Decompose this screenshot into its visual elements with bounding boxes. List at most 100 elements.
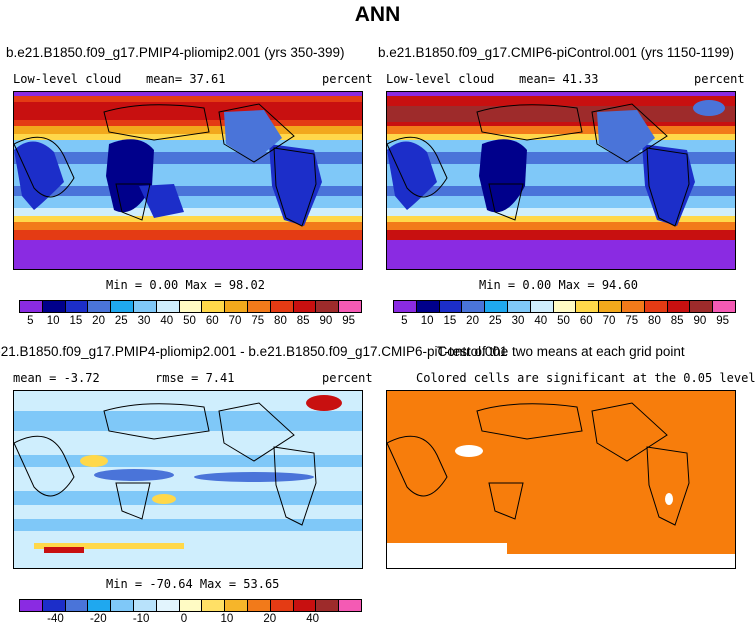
colorbar-swatch: [293, 600, 317, 611]
colorbar-diff-tick-label: -20: [89, 613, 107, 625]
colorbar-tick-label: 15: [443, 315, 457, 327]
colorbar-swatch: [439, 301, 463, 312]
colorbar-tick-label: 10: [46, 315, 60, 327]
colorbar-tick-label: 15: [69, 315, 83, 327]
colorbar-swatch: [621, 301, 645, 312]
colorbar-swatch: [462, 301, 486, 312]
panel-title-bottom-left: b.e21.B1850.f09_g17.PMIP4-pliomip2.001 -…: [0, 344, 508, 359]
colorbar-swatch: [20, 600, 43, 611]
colorbar-swatch: [111, 301, 134, 312]
colorbar-swatch: [133, 301, 157, 312]
colorbar-swatch: [65, 600, 89, 611]
colorbar-swatch: [316, 301, 340, 312]
colorbar-tick-label: 30: [511, 315, 525, 327]
colorbar-swatch: [88, 600, 112, 611]
units-label-top-left: percent: [322, 72, 373, 86]
colorbar-tick-label: 50: [183, 315, 196, 327]
colorbar-swatch: [156, 301, 180, 312]
colorbar-swatch: [225, 301, 248, 312]
colorbar-diff-tick-label: 40: [306, 613, 319, 625]
colorbar-swatch: [247, 301, 271, 312]
colorbar-tick-label: 90: [319, 315, 333, 327]
mean-label-bottom-left: mean = -3.72: [13, 371, 100, 385]
colorbar-swatch: [111, 600, 134, 611]
panel-title-top-right: b.e21.B1850.f09_g17.CMIP6-piControl.001 …: [378, 45, 734, 60]
colorbar-swatch: [713, 301, 735, 312]
colorbar-swatch: [156, 600, 180, 611]
colorbar-swatch: [20, 301, 43, 312]
colorbar-tick-label: 40: [534, 315, 548, 327]
units-label-top-right: percent: [694, 72, 745, 86]
colorbar-swatch: [225, 600, 248, 611]
main-title: ANN: [354, 3, 401, 26]
colorbar-swatch: [485, 301, 508, 312]
colorbar-labels-bottom-left: -40 -20 -10 0 10 20 40: [34, 613, 334, 625]
ttest-subtitle: Colored cells are significant at the 0.0…: [416, 371, 755, 385]
colorbar-tick-label: 60: [205, 315, 219, 327]
colorbar-swatch: [270, 600, 294, 611]
variable-label-top-left: Low-level cloud: [13, 72, 122, 86]
map-bottom-right: [386, 390, 736, 569]
colorbar-tick-label: 20: [466, 315, 479, 327]
panel-title-bottom-right: T-test of the two means at each grid poi…: [437, 344, 685, 359]
colorbar-swatch: [202, 600, 226, 611]
colorbar-tick-label: 5: [27, 315, 34, 327]
colorbar-swatch: [202, 301, 226, 312]
colorbar-swatch: [507, 301, 531, 312]
colorbar-tick-label: 30: [137, 315, 151, 327]
colorbar-swatch: [667, 301, 691, 312]
colorbar-tick-label: 80: [648, 315, 661, 327]
colorbar-tick-label: 25: [114, 315, 128, 327]
colorbar-swatch: [394, 301, 417, 312]
colorbar-tick-label: 75: [251, 315, 265, 327]
colorbar-tick-label: 95: [716, 315, 730, 327]
panel-title-top-left: b.e21.B1850.f09_g17.PMIP4-pliomip2.001 (…: [6, 45, 345, 60]
colorbar-tick-label: 25: [488, 315, 502, 327]
map-bottom-left: [13, 390, 363, 569]
mean-label-top-left: mean= 37.61: [146, 72, 226, 86]
colorbar-swatch: [42, 600, 66, 611]
colorbar-bottom-left: [19, 599, 362, 612]
colorbar-swatch: [247, 600, 271, 611]
colorbar-swatch: [133, 600, 157, 611]
colorbar-swatch: [293, 301, 317, 312]
colorbar-labels-top-left: 5 10 15 20 25 30 40 50 60 70 75 80 85 90 95: [19, 315, 360, 327]
colorbar-tick-label: 10: [420, 315, 434, 327]
colorbar-tick-label: 50: [557, 315, 570, 327]
colorbar-tick-label: 70: [602, 315, 616, 327]
colorbar-swatch: [416, 301, 440, 312]
colorbar-top-right: [393, 300, 736, 313]
colorbar-diff-tick-label: -10: [132, 613, 150, 625]
colorbar-swatch: [644, 301, 668, 312]
minmax-bottom-left: Min = -70.64 Max = 53.65: [106, 577, 280, 591]
colorbar-tick-label: 75: [625, 315, 639, 327]
colorbar-tick-label: 60: [579, 315, 593, 327]
map-top-left: [13, 91, 363, 270]
colorbar-swatch: [553, 301, 577, 312]
colorbar-swatch: [690, 301, 714, 312]
colorbar-swatch: [599, 301, 622, 312]
colorbar-tick-label: 80: [274, 315, 287, 327]
rmse-label-bottom-left: rmse = 7.41: [155, 371, 235, 385]
colorbar-swatch: [179, 301, 203, 312]
colorbar-tick-label: 40: [160, 315, 174, 327]
colorbar-diff-tick-label: 10: [220, 613, 234, 625]
colorbar-swatch: [270, 301, 294, 312]
minmax-top-right: Min = 0.00 Max = 94.60: [479, 278, 638, 292]
colorbar-labels-top-right: 5 10 15 20 25 30 40 50 60 70 75 80 85 90 95: [393, 315, 734, 327]
colorbar-diff-tick-label: 0: [180, 613, 188, 625]
colorbar-swatch: [339, 600, 361, 611]
colorbar-swatch: [42, 301, 66, 312]
colorbar-tick-label: 20: [92, 315, 105, 327]
colorbar-swatch: [65, 301, 89, 312]
colorbar-tick-label: 85: [296, 315, 310, 327]
map-top-right: [386, 91, 736, 270]
colorbar-swatch: [339, 301, 361, 312]
colorbar-swatch: [316, 600, 340, 611]
minmax-top-left: Min = 0.00 Max = 98.02: [106, 278, 265, 292]
colorbar-tick-label: 70: [228, 315, 242, 327]
colorbar-swatch: [88, 301, 112, 312]
colorbar-diff-tick-label: 20: [263, 613, 277, 625]
colorbar-top-left: [19, 300, 362, 313]
colorbar-diff-tick-label: -40: [47, 613, 64, 625]
